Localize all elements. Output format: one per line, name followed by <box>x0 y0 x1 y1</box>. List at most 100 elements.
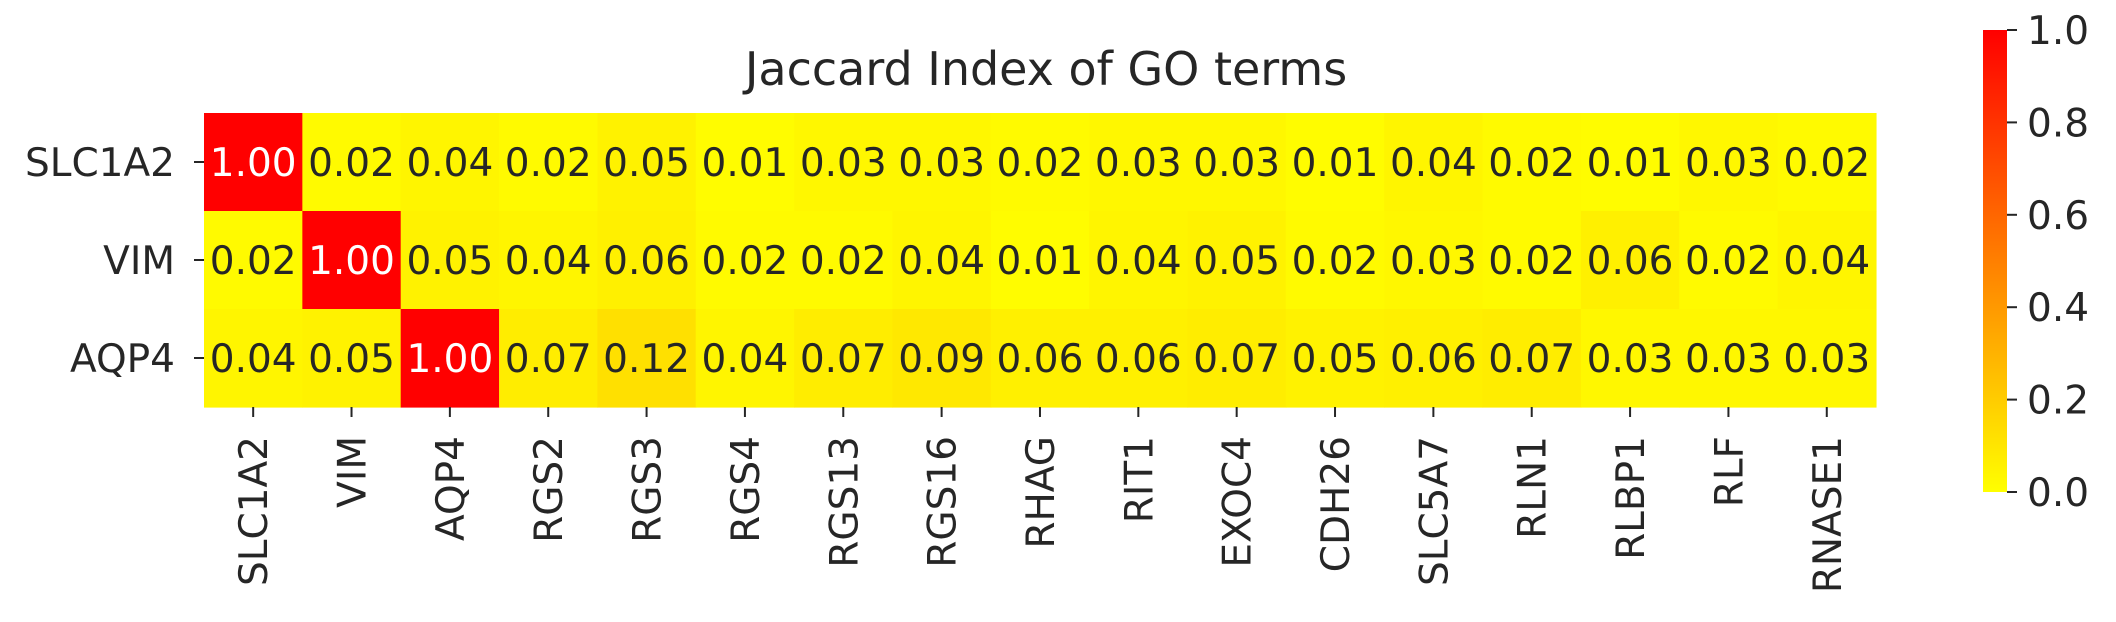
heatmap-cell <box>695 309 795 408</box>
heatmap-cell <box>1482 211 1582 310</box>
cell-value-label: 0.03 <box>800 141 887 186</box>
x-tick-label: SLC1A2 <box>232 436 277 586</box>
heatmap-cell <box>1777 211 1877 310</box>
heatmap-cell <box>1482 113 1582 212</box>
cell-value-label: 0.02 <box>1488 141 1575 186</box>
heatmap-cell <box>1187 113 1287 212</box>
x-tick-label: VIM <box>331 436 376 508</box>
cell-value-label: 0.02 <box>1685 239 1772 284</box>
cell-value-label: 1.00 <box>210 141 297 186</box>
heatmap-cell <box>204 113 303 212</box>
x-tick-label: RLBP1 <box>1609 436 1654 560</box>
cell-value-label: 0.04 <box>702 337 789 382</box>
cell-value-label: 0.04 <box>210 337 297 382</box>
cell-value-label: 0.02 <box>210 239 297 284</box>
x-tick-label: EXOC4 <box>1216 436 1261 568</box>
heatmap-cell <box>1580 309 1680 408</box>
y-tick-label: AQP4 <box>70 337 175 382</box>
heatmap-cell <box>400 309 500 408</box>
heatmap-cell <box>302 113 402 212</box>
heatmap-cell <box>1679 211 1779 310</box>
colorbar: 0.0 0.2 0.4 0.6 0.8 1.0 <box>1983 9 2089 516</box>
cell-annotations: 1.00 0.02 0.04 0.02 0.05 0.01 0.03 0.03 0.02 0.03… <box>210 141 1870 382</box>
heatmap-cell <box>990 211 1090 310</box>
cell-value-label: 0.03 <box>1193 141 1280 186</box>
colorbar-gradient <box>1983 30 2007 492</box>
cell-value-label: 1.00 <box>406 337 493 382</box>
cell-value-label: 0.07 <box>1193 337 1280 382</box>
heatmap-cell <box>1384 309 1484 408</box>
x-tick-label: RLF <box>1707 436 1752 507</box>
heatmap-cell <box>597 309 697 408</box>
colorbar-tick-label: 0.0 <box>2027 471 2089 516</box>
heatmap-cells <box>204 113 1877 408</box>
x-tick-label: RGS13 <box>822 436 867 568</box>
cell-value-label: 0.02 <box>702 239 789 284</box>
cell-value-label: 0.03 <box>1783 337 1870 382</box>
cell-value-label: 1.00 <box>308 239 395 284</box>
heatmap-cell <box>990 309 1090 408</box>
x-tick-label: RIT1 <box>1117 436 1162 523</box>
heatmap-cell <box>990 113 1090 212</box>
heatmap-cell <box>1777 309 1877 408</box>
heatmap-cell <box>302 211 402 310</box>
x-tick-label: RHAG <box>1019 436 1064 549</box>
heatmap-cell <box>794 113 894 212</box>
heatmap-cell <box>1285 309 1385 408</box>
cell-value-label: 0.05 <box>308 337 395 382</box>
heatmap-cell <box>1089 211 1189 310</box>
heatmap-cell <box>1580 211 1680 310</box>
heatmap-cell <box>892 309 992 408</box>
heatmap-cell <box>1384 113 1484 212</box>
heatmap-cell <box>695 211 795 310</box>
x-tick-label: RGS16 <box>921 436 966 568</box>
y-axis: SLC1A2 VIM AQP4 <box>25 141 204 382</box>
cell-value-label: 0.07 <box>1488 337 1575 382</box>
x-tick-label: RGS3 <box>626 436 671 543</box>
y-tick-label: SLC1A2 <box>25 141 175 186</box>
cell-value-label: 0.01 <box>1292 141 1379 186</box>
heatmap-cell <box>1187 211 1287 310</box>
heatmap-cell <box>1679 309 1779 408</box>
cell-value-label: 0.04 <box>406 141 493 186</box>
cell-value-label: 0.04 <box>505 239 592 284</box>
heatmap-cell <box>1089 309 1189 408</box>
cell-value-label: 0.04 <box>898 239 985 284</box>
heatmap-cell <box>597 113 697 212</box>
colorbar-tick-label: 0.6 <box>2027 194 2089 239</box>
cell-value-label: 0.02 <box>1488 239 1575 284</box>
x-tick-label: SLC5A7 <box>1412 436 1457 586</box>
cell-value-label: 0.05 <box>1193 239 1280 284</box>
cell-value-label: 0.05 <box>603 141 690 186</box>
heatmap-cell <box>1482 309 1582 408</box>
heatmap-cell <box>204 211 303 310</box>
cell-value-label: 0.09 <box>898 337 985 382</box>
cell-value-label: 0.03 <box>1095 141 1182 186</box>
heatmap-cell <box>400 211 500 310</box>
colorbar-tick-label: 1.0 <box>2027 9 2089 54</box>
cell-value-label: 0.03 <box>898 141 985 186</box>
cell-value-label: 0.04 <box>1095 239 1182 284</box>
heatmap-cell <box>499 309 598 408</box>
cell-value-label: 0.06 <box>997 337 1084 382</box>
x-tick-label: RGS4 <box>724 436 769 543</box>
cell-value-label: 0.02 <box>1783 141 1870 186</box>
heatmap-cell <box>1384 211 1484 310</box>
heatmap-cell <box>794 211 894 310</box>
cell-value-label: 0.02 <box>997 141 1084 186</box>
cell-value-label: 0.01 <box>1587 141 1674 186</box>
heatmap-cell <box>1285 113 1385 212</box>
cell-value-label: 0.01 <box>997 239 1084 284</box>
cell-value-label: 0.04 <box>1783 239 1870 284</box>
cell-value-label: 0.02 <box>800 239 887 284</box>
heatmap-cell <box>499 211 598 310</box>
heatmap-cell <box>1089 113 1189 212</box>
chart-title: Jaccard Index of GO terms <box>742 42 1347 96</box>
heatmap-cell <box>1777 113 1877 212</box>
heatmap-cell <box>892 211 992 310</box>
x-tick-label: AQP4 <box>429 436 474 541</box>
x-tick-label: CDH26 <box>1314 436 1359 572</box>
cell-value-label: 0.02 <box>1292 239 1379 284</box>
cell-value-label: 0.03 <box>1685 337 1772 382</box>
cell-value-label: 0.07 <box>800 337 887 382</box>
